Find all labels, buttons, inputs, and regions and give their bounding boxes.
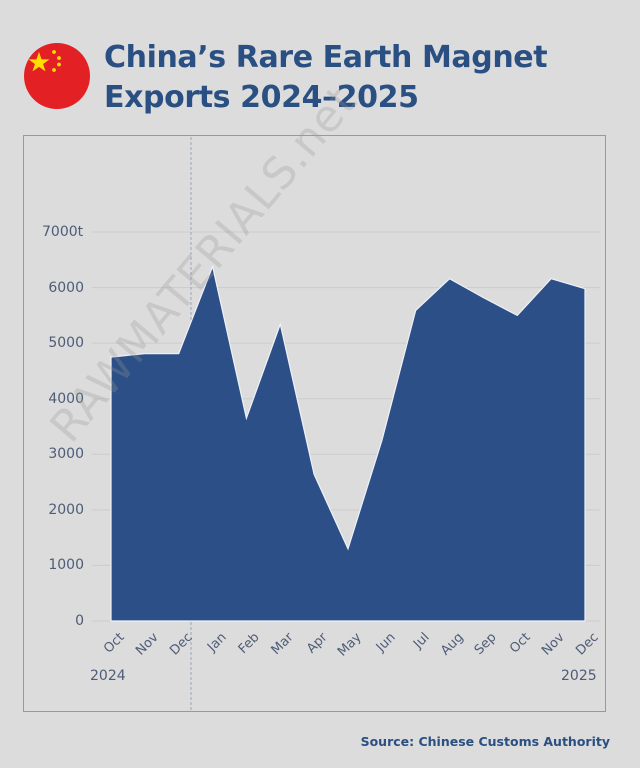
- exports-area: [110, 264, 586, 622]
- y-tick-label: 2000: [48, 501, 84, 518]
- y-tick-label: 0: [75, 613, 84, 629]
- year-label-2025: 2025: [561, 668, 597, 684]
- source-note: Source: Chinese Customs Authority: [360, 734, 610, 749]
- chart-frame: [23, 135, 606, 712]
- y-tick-label: 3000: [48, 446, 84, 463]
- y-tick-label: 1000: [48, 557, 84, 574]
- y-tick-label: 6000: [48, 279, 84, 296]
- year-label-2024: 2024: [90, 668, 126, 684]
- title-line-2: Exports 2024–2025: [104, 80, 419, 115]
- page-title: China’s Rare Earth Magnet Exports 2024–2…: [104, 38, 548, 118]
- y-tick-label: 7000t: [42, 224, 84, 240]
- y-tick-label: 5000: [48, 335, 84, 352]
- china-flag-icon: [24, 43, 90, 109]
- title-line-1: China’s Rare Earth Magnet: [104, 40, 548, 75]
- y-tick-label: 4000: [48, 390, 84, 407]
